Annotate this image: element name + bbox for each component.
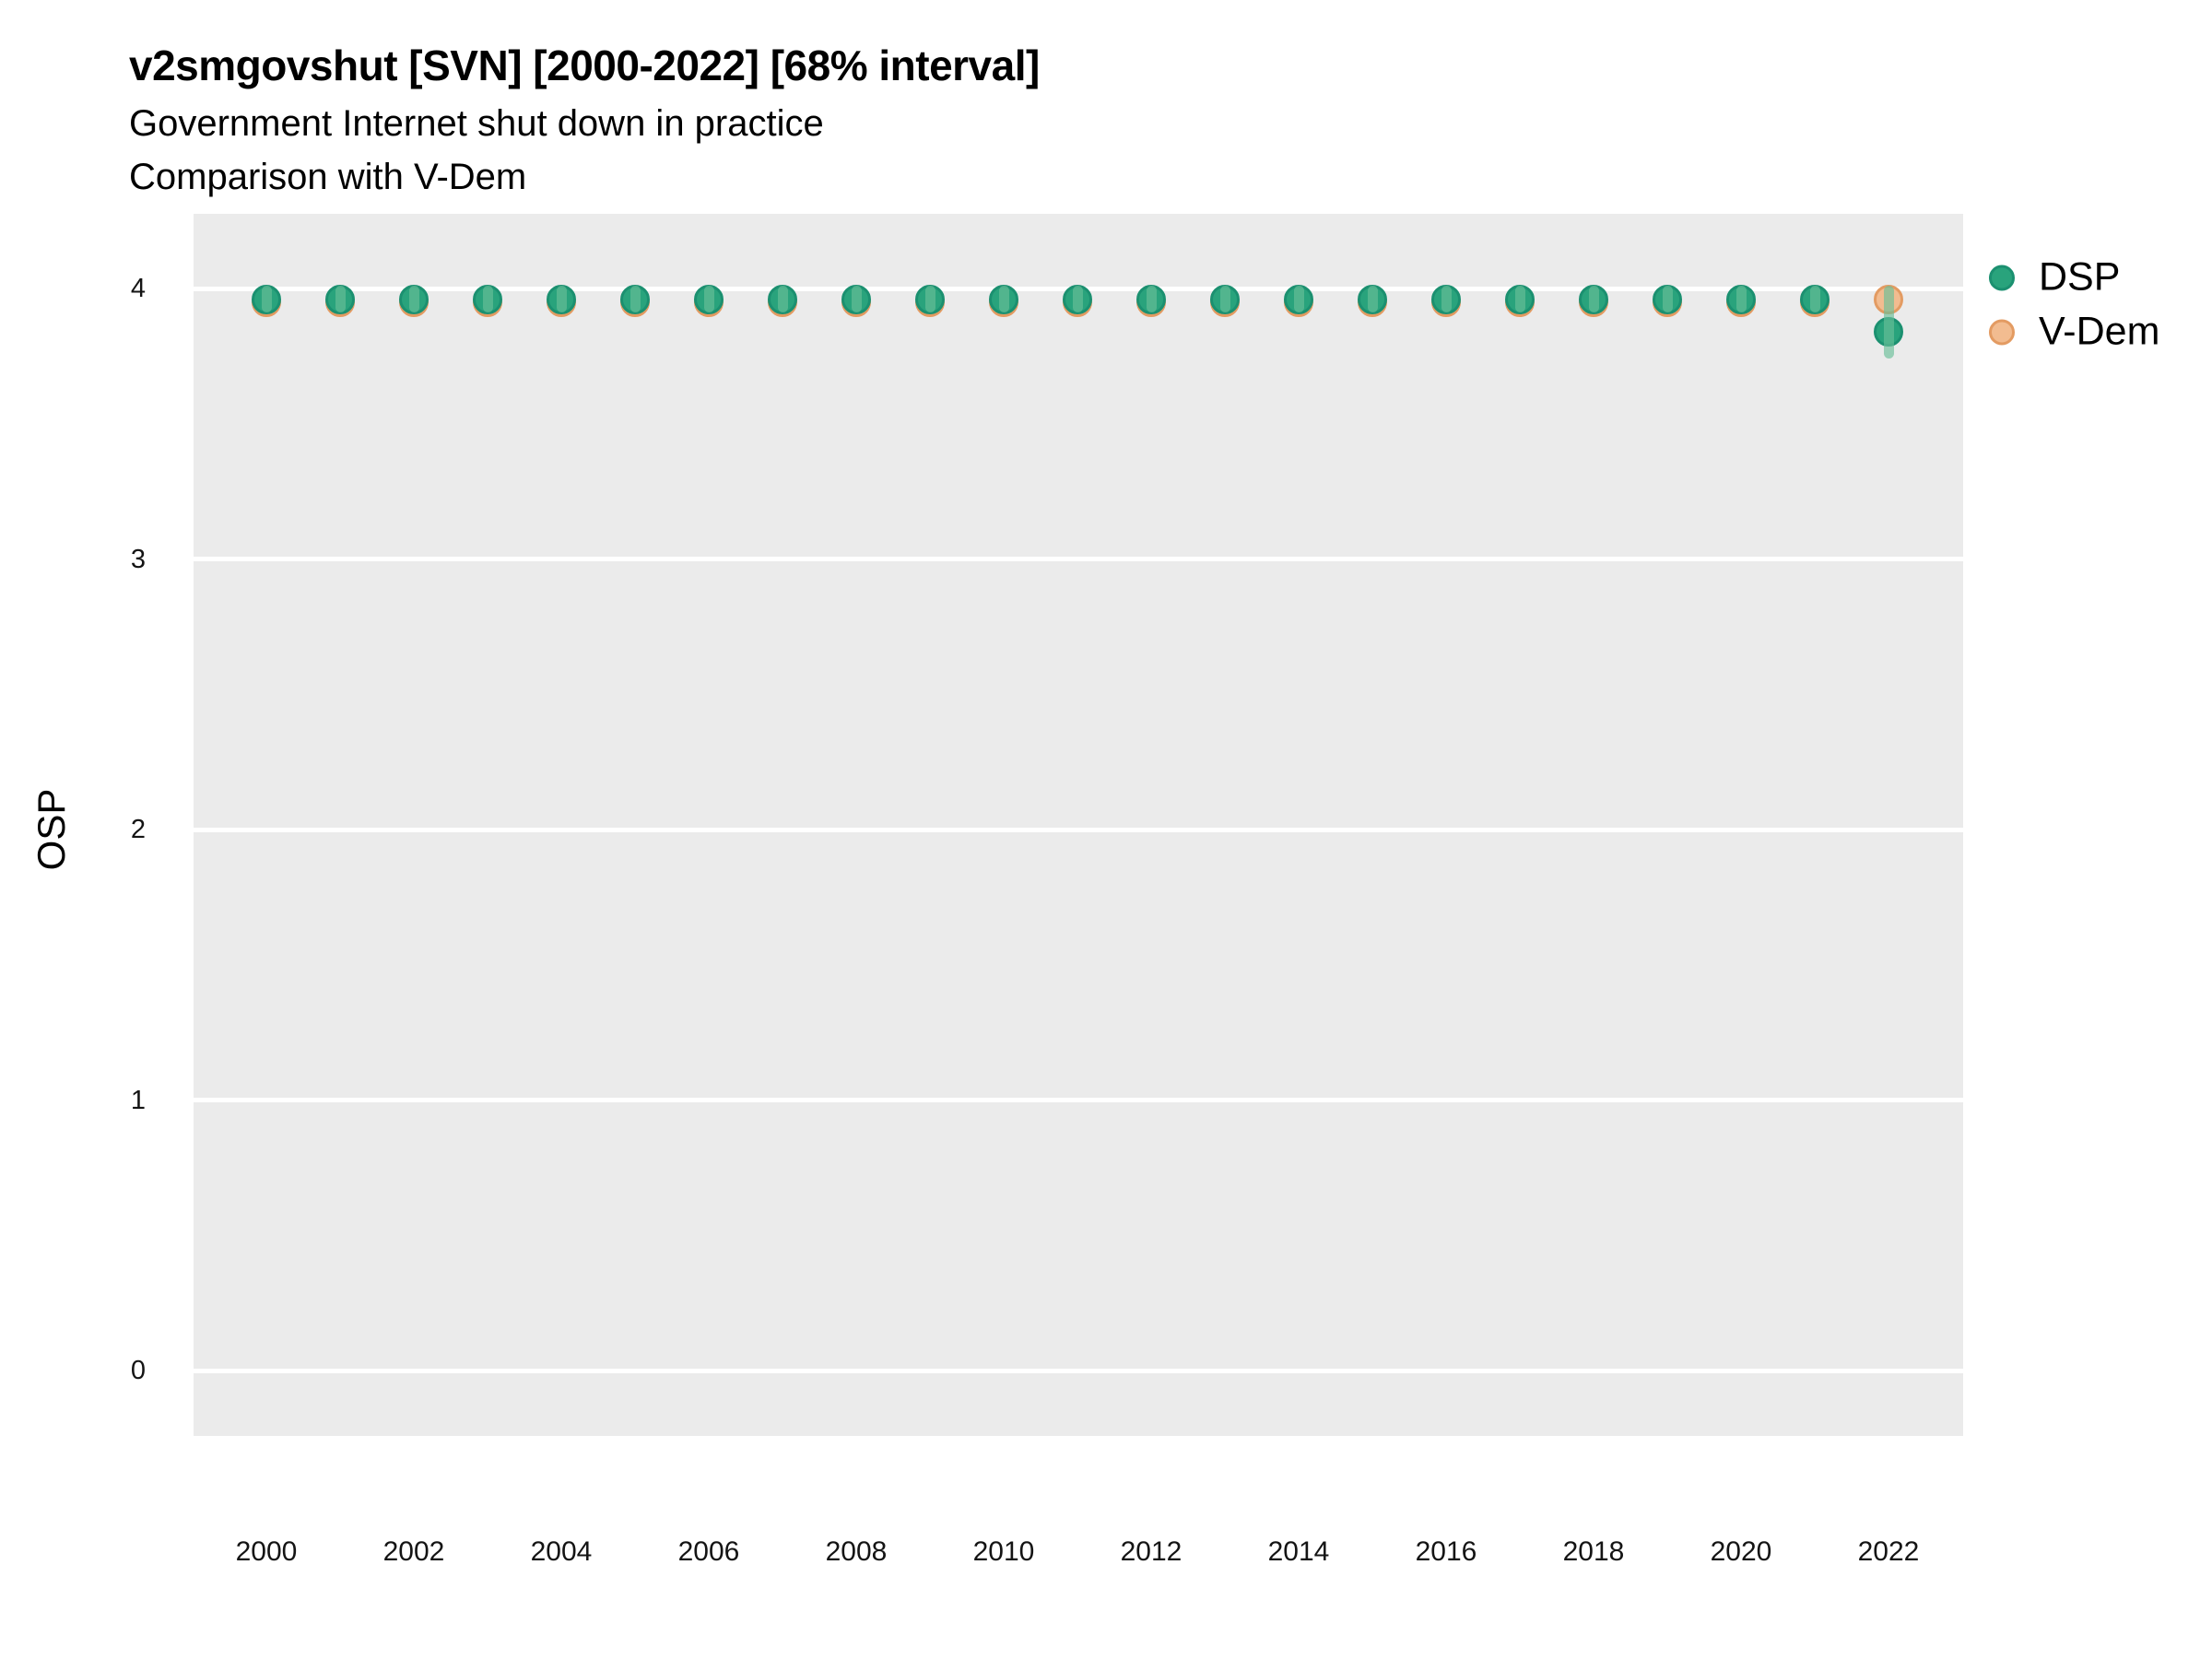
dsp-interval-2006 <box>703 286 714 313</box>
dsp-interval-2008 <box>851 286 862 313</box>
x-tick-2000: 2000 <box>235 1536 298 1567</box>
x-tick-2022: 2022 <box>1857 1536 1920 1567</box>
dsp-interval-2000 <box>261 286 272 313</box>
x-tick-2010: 2010 <box>972 1536 1035 1567</box>
dsp-interval-2017 <box>1514 286 1525 313</box>
gridline-y-2 <box>194 827 1963 832</box>
y-tick-2: 2 <box>130 815 146 844</box>
legend-entry-dsp: DSP <box>1989 255 2120 300</box>
dsp-interval-2003 <box>482 286 493 313</box>
legend-label-dsp: DSP <box>2039 254 2121 300</box>
dsp-legend-marker-icon <box>1989 265 2015 290</box>
gridline-y-3 <box>194 557 1963 561</box>
y-tick-0: 0 <box>130 1356 146 1385</box>
dsp-interval-2020 <box>1735 286 1747 313</box>
dsp-interval-2015 <box>1367 286 1378 313</box>
dsp-interval-2014 <box>1293 286 1304 313</box>
y-tick-1: 1 <box>130 1085 146 1115</box>
gridline-y-0 <box>194 1368 1963 1373</box>
legend-entry-vdem: V-Dem <box>1989 310 2159 355</box>
dsp-interval-2022 <box>1883 286 1894 359</box>
x-tick-2018: 2018 <box>1562 1536 1625 1567</box>
dsp-interval-2012 <box>1146 286 1157 313</box>
x-tick-2014: 2014 <box>1267 1536 1330 1567</box>
x-tick-2016: 2016 <box>1415 1536 1477 1567</box>
dsp-interval-2002 <box>408 286 419 313</box>
dsp-interval-2007 <box>777 286 788 313</box>
dsp-interval-2018 <box>1588 286 1599 313</box>
x-tick-2012: 2012 <box>1120 1536 1182 1567</box>
chart-title: v2smgovshut [SVN] [2000-2022] [68% inter… <box>129 41 1040 89</box>
dsp-interval-2004 <box>556 286 567 313</box>
dsp-interval-2009 <box>924 286 935 313</box>
dsp-interval-2013 <box>1219 286 1230 313</box>
x-tick-2002: 2002 <box>382 1536 445 1567</box>
legend-label-vdem: V-Dem <box>2039 309 2160 354</box>
x-tick-2006: 2006 <box>677 1536 740 1567</box>
x-tick-2004: 2004 <box>530 1536 593 1567</box>
dsp-interval-2005 <box>629 286 641 313</box>
gridline-y-1 <box>194 1098 1963 1102</box>
dsp-interval-2021 <box>1809 286 1820 313</box>
dsp-interval-2010 <box>998 286 1009 313</box>
x-tick-2020: 2020 <box>1710 1536 1772 1567</box>
dsp-interval-2019 <box>1662 286 1673 313</box>
chart-subtitle: Government Internet shut down in practic… <box>129 103 824 144</box>
plot-panel <box>194 214 1963 1436</box>
vdem-legend-marker-icon <box>1989 319 2015 345</box>
y-tick-3: 3 <box>130 544 146 574</box>
dsp-interval-2011 <box>1072 286 1083 313</box>
x-tick-2008: 2008 <box>825 1536 888 1567</box>
y-tick-4: 4 <box>130 274 146 303</box>
dsp-interval-2001 <box>335 286 346 313</box>
dsp-interval-2016 <box>1441 286 1452 313</box>
chart-subtitle-comparison: Comparison with V-Dem <box>129 157 527 197</box>
